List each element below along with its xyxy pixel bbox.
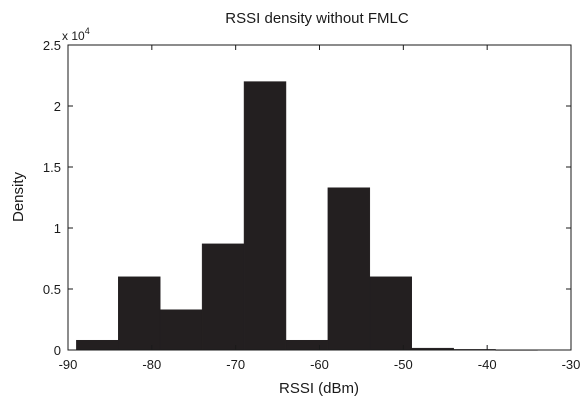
histogram-bar xyxy=(76,339,119,351)
x-tick-label: -40 xyxy=(478,357,497,372)
y-tick-label: 1.5 xyxy=(43,160,61,175)
y-tick-label: 1 xyxy=(54,221,61,236)
x-tick-label: -90 xyxy=(59,357,78,372)
y-tick-label: 2.5 xyxy=(43,38,61,53)
y-axis-multiplier: x 104 xyxy=(62,26,90,43)
histogram-bar xyxy=(159,309,203,351)
y-axis-multiplier-exponent: 4 xyxy=(85,26,90,36)
chart-title: RSSI density without FMLC xyxy=(225,10,409,27)
y-tick-label: 0 xyxy=(54,343,61,358)
x-tick-label: -70 xyxy=(226,357,245,372)
x-tick-label: -80 xyxy=(142,357,161,372)
histogram-bar xyxy=(243,81,287,351)
y-axis-multiplier-base: x 10 xyxy=(62,29,85,43)
histogram-bar xyxy=(369,276,412,351)
histogram-bar xyxy=(201,243,245,351)
y-tick-label: 0.5 xyxy=(43,282,61,297)
y-tick-label: 2 xyxy=(54,99,61,114)
x-tick-label: -30 xyxy=(562,357,581,372)
x-tick-label: -50 xyxy=(394,357,413,372)
x-ticks-group: -90 -80 -70 -60 -50 -40 -30 xyxy=(59,45,581,372)
histogram-bar xyxy=(118,276,161,351)
histogram-bar xyxy=(285,339,329,351)
x-tick-label: -60 xyxy=(310,357,329,372)
y-axis-label: Density xyxy=(10,171,27,222)
bars-group xyxy=(76,81,538,351)
histogram-bar xyxy=(327,187,371,351)
y-ticks-group: 0 0.5 1 1.5 2 2.5 xyxy=(43,38,571,358)
x-axis-label: RSSI (dBm) xyxy=(279,380,359,397)
